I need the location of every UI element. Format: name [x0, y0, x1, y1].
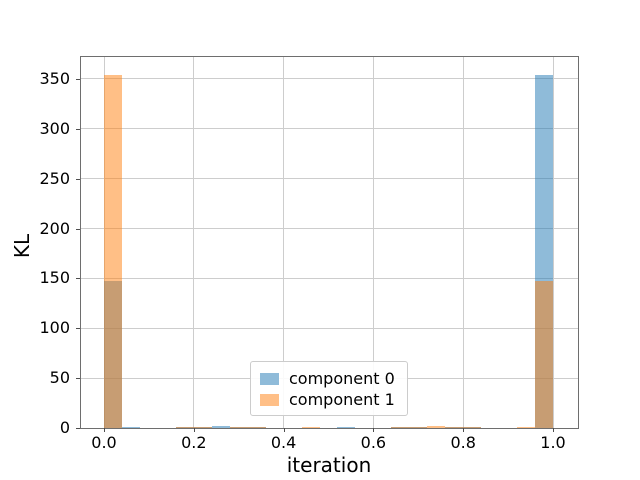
- y-tick-label: 100: [39, 318, 70, 338]
- x-tick-mark: [373, 428, 375, 432]
- y-tick-label: 250: [39, 168, 70, 188]
- histogram-bar-component-1: [445, 427, 464, 428]
- x-tick-label: 0.4: [270, 433, 297, 452]
- gridline-y: [81, 78, 578, 80]
- histogram-bar-component-1: [463, 427, 482, 428]
- x-tick-label: 1.0: [540, 433, 566, 452]
- y-tick-label: 300: [39, 118, 70, 138]
- gridline-x: [283, 57, 285, 428]
- gridline-y: [81, 277, 578, 279]
- x-tick-mark: [283, 428, 285, 432]
- y-tick-mark: [76, 278, 80, 280]
- x-tick-label: 0.2: [181, 433, 207, 452]
- y-tick-mark: [76, 128, 80, 130]
- legend-item-component-0: component 0: [260, 369, 397, 388]
- gridline-y: [81, 178, 578, 180]
- x-tick-mark: [463, 428, 465, 432]
- y-tick-label: 350: [39, 68, 70, 88]
- y-tick-label: 50: [49, 368, 70, 388]
- axes-frame: [80, 56, 579, 429]
- y-tick-mark: [76, 78, 80, 80]
- x-tick-label: 0.0: [91, 433, 117, 452]
- histogram-bar-component-1: [301, 426, 320, 428]
- y-tick-mark: [76, 228, 80, 230]
- x-tick-mark: [104, 428, 105, 432]
- histogram-bar-component-1: [427, 426, 446, 428]
- y-tick-mark: [76, 378, 80, 380]
- histogram-bar-component-1: [103, 74, 122, 428]
- x-tick-label: 0.8: [450, 433, 476, 452]
- histogram-bar-component-1: [535, 281, 553, 428]
- y-tick-mark: [76, 428, 80, 429]
- histogram-bar-component-0: [337, 426, 356, 428]
- y-axis-label: KL: [10, 233, 34, 259]
- gridline-x: [552, 57, 554, 428]
- y-tick-label: 200: [39, 218, 70, 238]
- legend-swatch-component-1: [260, 393, 279, 406]
- histogram-bar-component-0: [121, 426, 140, 428]
- histogram-bar-component-1: [409, 426, 428, 428]
- legend: component 0 component 1: [250, 361, 408, 416]
- gridline-x: [462, 57, 464, 428]
- y-tick-label: 0: [59, 418, 70, 437]
- histogram-bar-component-1: [175, 426, 194, 428]
- y-tick-label: 150: [39, 268, 70, 288]
- histogram-bar-component-1: [247, 427, 266, 428]
- legend-item-component-1: component 1: [260, 390, 397, 409]
- plot-area: [81, 57, 578, 428]
- gridline-x: [372, 57, 374, 428]
- x-tick-mark: [553, 428, 554, 432]
- x-axis-label: iteration: [286, 453, 372, 477]
- y-tick-mark: [76, 328, 80, 330]
- histogram-bar-component-1: [391, 426, 410, 428]
- x-tick-mark: [193, 428, 195, 432]
- legend-label: component 1: [289, 390, 395, 409]
- y-tick-mark: [76, 178, 80, 180]
- histogram-bar-component-1: [517, 426, 536, 428]
- gridline-y: [81, 128, 578, 130]
- gridline-y: [81, 228, 578, 229]
- histogram-bar-component-1: [229, 427, 248, 428]
- gridline-y: [81, 327, 578, 329]
- gridline-x: [193, 57, 195, 428]
- legend-label: component 0: [289, 369, 395, 388]
- histogram-bar-component-1: [193, 426, 212, 428]
- x-tick-label: 0.6: [360, 433, 387, 452]
- legend-swatch-component-0: [260, 372, 279, 385]
- histogram-bar-component-0: [211, 426, 230, 428]
